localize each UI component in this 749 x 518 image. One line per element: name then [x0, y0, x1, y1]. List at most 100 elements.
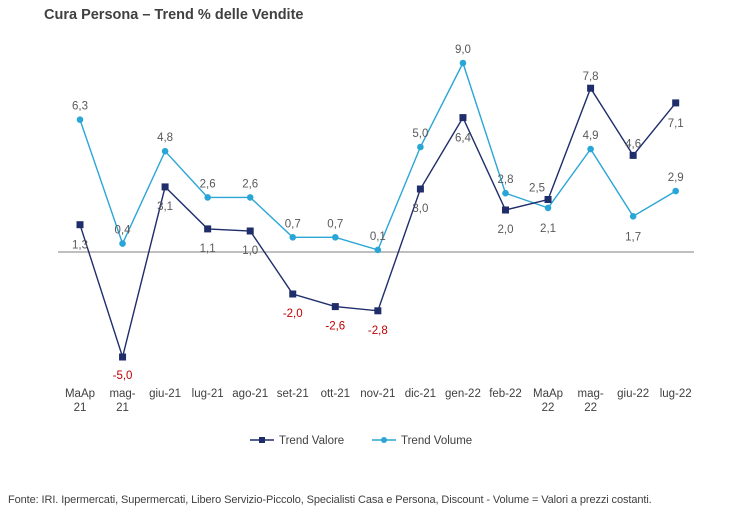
trend-valore-point: [544, 196, 552, 203]
x-tick-label-line: MaAp: [533, 388, 563, 400]
data-labels: 6,3 0,4 4,8 2,6 2,6 0,7 0,7 0,1 5,0 9,0 2,8 2,1 4,9 1…: [72, 44, 684, 382]
trend-valore-point: [502, 206, 509, 214]
trend-volume-point: [629, 213, 637, 220]
x-tick-label: giu-21: [149, 388, 181, 400]
legend-square-marker: [259, 437, 265, 443]
series-trend-valore: [76, 84, 680, 361]
trend-valore-point: [416, 185, 424, 193]
x-tick-label: dic-21: [405, 388, 436, 400]
trend-volume-point: [246, 194, 254, 201]
trend-valore-data-label: 7,1: [668, 118, 684, 130]
trend-valore-data-label: 1,1: [200, 243, 216, 255]
x-tick-label-line: 21: [116, 402, 129, 414]
trend-volume-data-label: 0,7: [327, 218, 343, 230]
x-tick-label-line: ott-21: [321, 388, 350, 400]
trend-volume-point: [204, 194, 211, 201]
trend-volume-point: [374, 246, 382, 254]
x-tick-label: ott-21: [321, 388, 350, 400]
trend-volume-data-label: 1,7: [625, 231, 641, 243]
series-layer: [76, 59, 680, 361]
legend: Trend Valore Trend Volume: [250, 435, 472, 447]
legend-item-trend-valore: Trend Valore: [250, 435, 344, 447]
x-tick-label-line: giu-21: [149, 388, 181, 400]
x-tick-label-line: MaAp: [65, 388, 95, 400]
x-tick-label: set-21: [277, 388, 309, 400]
trend-volume-data-label: 4,8: [157, 132, 173, 144]
x-tick-label-line: giu-22: [617, 388, 649, 400]
trend-valore-point: [672, 99, 680, 107]
trend-valore-data-label: 3,0: [412, 203, 428, 215]
trend-volume-point: [289, 234, 297, 241]
trend-valore-point: [289, 290, 297, 298]
chart-title: Cura Persona – Trend % delle Vendite: [44, 7, 304, 23]
trend-volume-data-label: 2,8: [498, 174, 514, 186]
trend-valore-data-label: 2,5: [529, 183, 545, 195]
x-tick-label: lug-21: [192, 388, 224, 400]
x-tick-label-line: mag-: [109, 388, 135, 400]
x-tick-label: MaAp 22: [533, 388, 563, 414]
x-tick-label: giu-22: [617, 388, 649, 400]
trend-volume-point: [502, 189, 509, 197]
trend-valore-data-label: -2,0: [283, 308, 303, 320]
x-axis-tick-labels: MaAp 21 mag- 21 giu-21 lug-21 ago-21 set-21 ott-…: [65, 388, 692, 414]
x-tick-label-line: set-21: [277, 388, 309, 400]
x-tick-label-line: nov-21: [360, 388, 395, 400]
trend-valore-line: [79, 86, 677, 360]
legend-circle-marker: [381, 437, 387, 443]
trend-valore-data-label: 2,0: [498, 224, 514, 236]
x-tick-label: ago-21: [232, 388, 268, 400]
trend-valore-point: [587, 84, 595, 92]
trend-volume-data-label: 9,0: [455, 44, 471, 56]
legend-label: Trend Valore: [279, 435, 344, 447]
trend-valore-data-label: 1,0: [242, 245, 258, 257]
x-tick-label: mag- 21: [109, 388, 135, 414]
trend-valore-point: [161, 183, 169, 191]
x-tick-label-line: ago-21: [232, 388, 268, 400]
trend-valore-point: [374, 307, 382, 315]
trend-volume-point: [417, 143, 424, 151]
trend-volume-point: [459, 59, 467, 67]
x-tick-label-line: 22: [584, 402, 597, 414]
x-tick-label-line: dic-21: [405, 388, 436, 400]
trend-valore-data-label: 4,6: [625, 138, 641, 150]
trend-valore-point: [629, 151, 637, 159]
trend-volume-data-label: 2,9: [668, 172, 684, 184]
trend-volume-data-label: 2,6: [242, 178, 258, 190]
x-tick-label: feb-22: [489, 388, 522, 400]
trend-volume-data-label: 2,6: [200, 178, 216, 190]
x-tick-label: gen-22: [445, 388, 481, 400]
trend-valore-point: [246, 227, 254, 235]
x-tick-label: nov-21: [360, 388, 395, 400]
x-tick-label: mag- 22: [577, 388, 603, 414]
legend-item-trend-volume: Trend Volume: [372, 435, 472, 447]
trend-valore-data-label: 7,8: [583, 71, 599, 83]
trend-volume-point: [587, 145, 594, 153]
trend-volume-point: [672, 187, 679, 195]
series-trend-volume: [76, 59, 679, 254]
x-tick-label: MaAp 21: [65, 388, 95, 414]
trend-valore-point: [119, 353, 127, 361]
trend-volume-data-label: 0,7: [285, 218, 301, 230]
trend-volume-data-label: 5,0: [412, 128, 428, 140]
trend-volume-data-label: 0,4: [115, 225, 132, 237]
trend-valore-point: [459, 114, 467, 122]
x-tick-label-line: gen-22: [445, 388, 481, 400]
x-tick-label-line: 22: [542, 402, 555, 414]
trend-volume-point: [161, 147, 169, 155]
trend-volume-data-label: 2,1: [540, 223, 556, 235]
trend-volume-point: [544, 204, 552, 212]
trend-volume-data-label: 4,9: [583, 130, 599, 142]
trend-volume-point: [119, 240, 126, 247]
trend-valore-data-label: -2,8: [368, 325, 388, 337]
trend-valore-data-label: -5,0: [113, 370, 133, 382]
line-chart: 6,3 0,4 4,8 2,6 2,6 0,7 0,7 0,1 5,0 9,0 2,8 2,1 4,9 1…: [58, 44, 694, 447]
trend-valore-point: [204, 225, 212, 233]
x-tick-label: lug-22: [660, 388, 692, 400]
x-tick-label-line: lug-22: [660, 388, 692, 400]
legend-label: Trend Volume: [401, 435, 472, 447]
trend-volume-line: [79, 61, 677, 251]
trend-valore-point: [76, 221, 84, 229]
x-tick-label-line: feb-22: [489, 388, 522, 400]
x-tick-label-line: lug-21: [192, 388, 224, 400]
trend-volume-data-label: 0,1: [370, 231, 386, 243]
